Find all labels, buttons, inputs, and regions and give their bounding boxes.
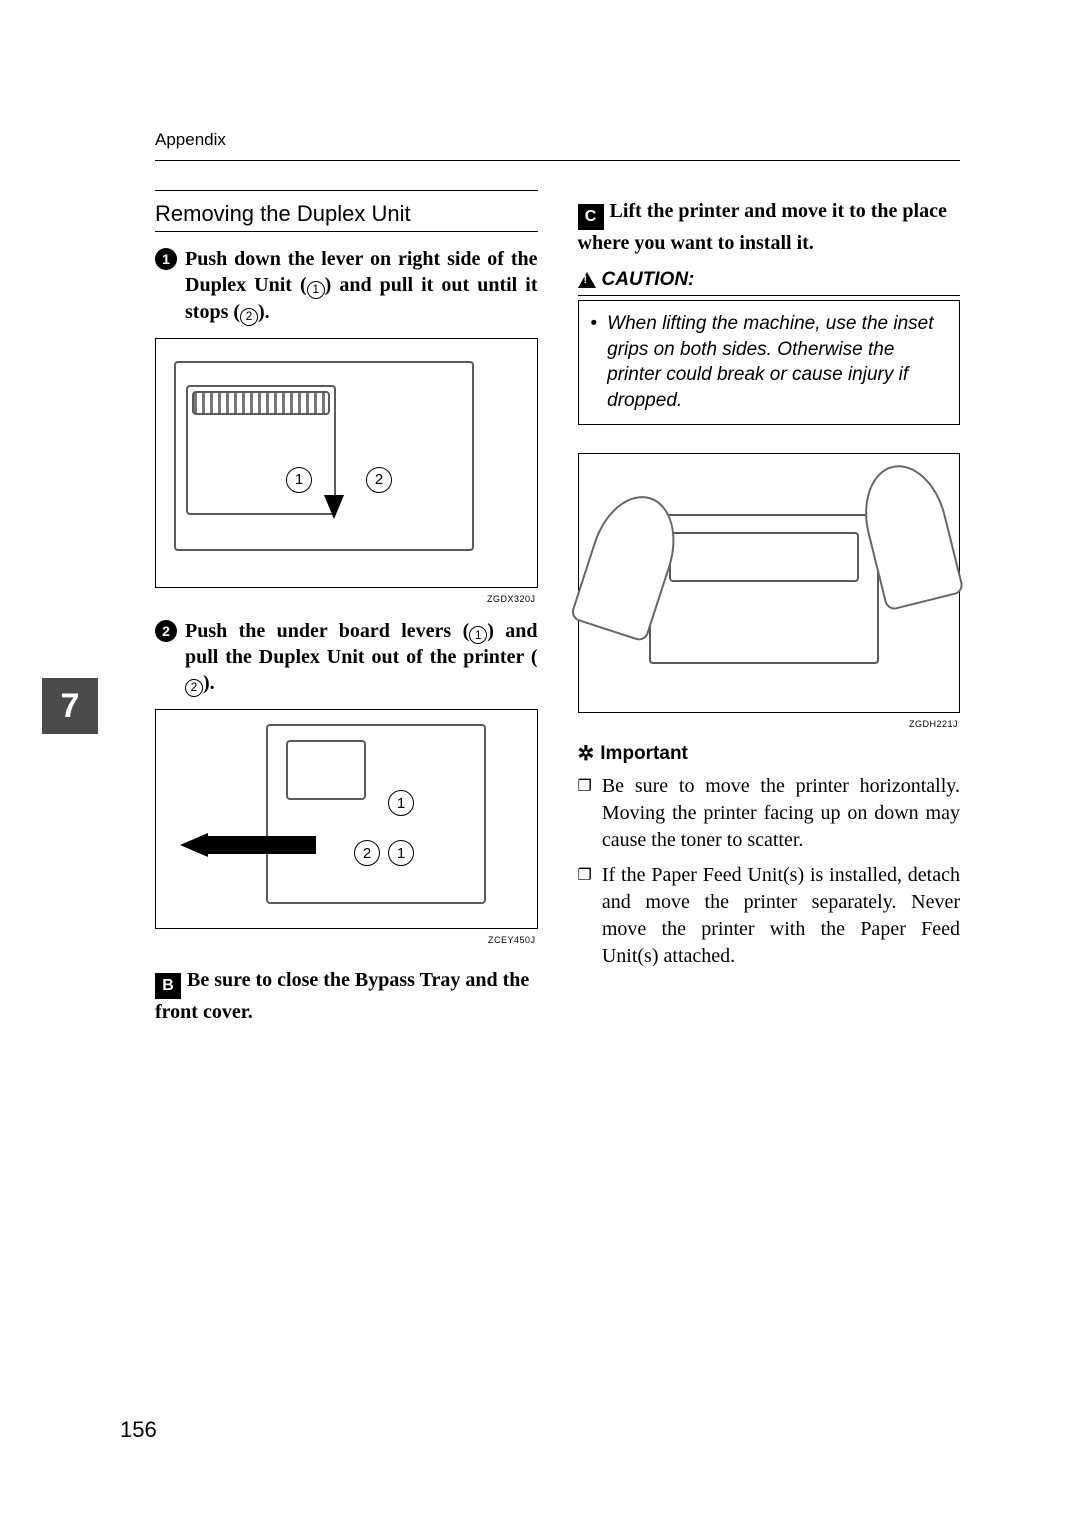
printer-tray-outline [669, 532, 859, 582]
figure2-callout-2b: 1 [388, 840, 414, 866]
callout-2b: 2 [185, 679, 203, 697]
page-number: 156 [120, 1417, 157, 1443]
caution-heading: CAUTION: [578, 269, 961, 296]
caution-label-text: CAUTION: [602, 269, 695, 291]
chapter-tab: 7 [42, 678, 98, 734]
step-c-text: Lift the printer and move it to the plac… [578, 200, 947, 254]
substep-2-number: 2 [155, 620, 177, 642]
step-c-number: C [578, 204, 604, 230]
substep-1-text-c: ). [258, 301, 270, 323]
header-rule [155, 160, 960, 161]
callout-2: 2 [240, 308, 258, 326]
callout-1b: 1 [469, 626, 487, 644]
substep-2-text: Push the under board levers (1) and pull… [185, 618, 538, 698]
step-b: BBe sure to close the Bypass Tray and th… [155, 959, 538, 1026]
caution-text: When lifting the machine, use the inset … [607, 311, 947, 414]
subhead-rule-top [155, 190, 538, 191]
arrow-down-icon [324, 495, 344, 519]
important-item-1-text: Be sure to move the printer horizontally… [602, 773, 960, 854]
substep-2: 2 Push the under board levers (1) and pu… [155, 618, 538, 698]
content-columns: Removing the Duplex Unit 1 Push down the… [155, 190, 960, 1026]
warning-triangle-icon [578, 272, 596, 288]
arrow-left-icon [180, 833, 208, 857]
figure1-callout-1: 1 [286, 467, 312, 493]
callout-1: 1 [307, 281, 325, 299]
checkbox-icon: ❐ [578, 776, 592, 854]
figure-duplex-lever: 1 2 [155, 338, 538, 588]
figure2-callout-2a: 2 [354, 840, 380, 866]
right-column: CLift the printer and move it to the pla… [578, 190, 961, 1026]
important-heading: ✲ Important [578, 743, 961, 765]
arrow-shaft [206, 836, 316, 854]
figure2-callout-1: 1 [388, 790, 414, 816]
section-title: Removing the Duplex Unit [155, 197, 538, 231]
figure2-code: ZCEY450J [155, 933, 538, 945]
step-b-number: B [155, 973, 181, 999]
figure-duplex-remove: 1 2 1 [155, 709, 538, 929]
substep-2-text-a: Push the under board levers ( [185, 620, 469, 642]
checkbox-icon: ❐ [578, 865, 592, 970]
important-icon: ✲ [578, 744, 595, 764]
duplex-unit-outline-2 [286, 740, 366, 800]
important-item-1: ❐ Be sure to move the printer horizontal… [578, 773, 961, 854]
important-item-2: ❐ If the Paper Feed Unit(s) is installed… [578, 862, 961, 970]
figure3-code: ZGDH221J [578, 717, 961, 729]
step-b-text: Be sure to close the Bypass Tray and the… [155, 969, 529, 1023]
caution-box: • When lifting the machine, use the inse… [578, 300, 961, 425]
subhead-rule-bottom [155, 231, 538, 232]
caution-bullet: • [591, 311, 598, 414]
duplex-top-texture [192, 391, 330, 415]
running-head: Appendix [155, 130, 226, 150]
left-column: Removing the Duplex Unit 1 Push down the… [155, 190, 538, 1026]
figure-lift-printer [578, 453, 961, 713]
substep-1: 1 Push down the lever on right side of t… [155, 246, 538, 326]
figure1-code: ZGDX320J [155, 592, 538, 604]
important-label: Important [600, 743, 688, 765]
important-item-2-text: If the Paper Feed Unit(s) is installed, … [602, 862, 960, 970]
substep-2-text-c: ). [203, 672, 215, 694]
substep-1-text: Push down the lever on right side of the… [185, 246, 538, 326]
step-c: CLift the printer and move it to the pla… [578, 190, 961, 257]
figure1-callout-2: 2 [366, 467, 392, 493]
substep-1-number: 1 [155, 248, 177, 270]
